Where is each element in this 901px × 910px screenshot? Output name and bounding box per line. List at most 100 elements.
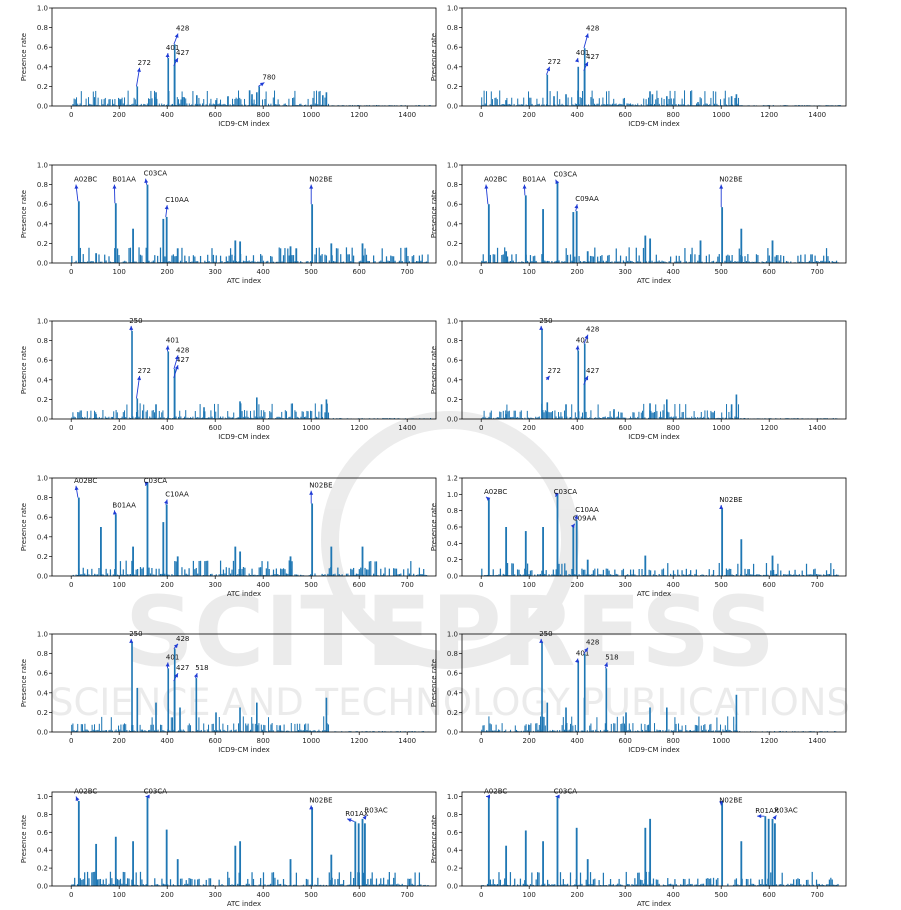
bar xyxy=(494,97,496,106)
bar xyxy=(667,104,669,106)
bar xyxy=(770,872,772,886)
bar xyxy=(616,104,618,106)
bar xyxy=(504,730,506,732)
bar xyxy=(79,878,82,886)
y-tick-label: 0.4 xyxy=(37,220,49,228)
bar xyxy=(400,247,402,263)
bar xyxy=(614,103,616,106)
bar xyxy=(169,730,171,732)
plot-frame xyxy=(461,7,847,107)
bar xyxy=(102,879,104,886)
bar-peak xyxy=(586,859,589,886)
bar xyxy=(512,563,514,576)
bar xyxy=(704,410,706,419)
bar xyxy=(750,574,752,576)
bar xyxy=(541,104,543,106)
bar xyxy=(590,410,592,419)
bar xyxy=(132,103,134,106)
bar xyxy=(281,411,283,419)
bar xyxy=(681,725,683,732)
bar xyxy=(104,884,106,886)
bar xyxy=(588,261,590,263)
bar xyxy=(808,884,810,886)
bar xyxy=(237,574,239,576)
bar xyxy=(534,255,536,263)
bar xyxy=(833,884,835,886)
bar xyxy=(708,729,710,732)
bar xyxy=(389,105,391,106)
bar xyxy=(300,103,302,106)
bar xyxy=(615,417,617,419)
bar xyxy=(758,574,760,576)
bar xyxy=(801,570,803,576)
bar xyxy=(385,418,387,419)
bar xyxy=(317,730,319,732)
annotation-label: 428 xyxy=(586,326,599,334)
bar xyxy=(79,410,81,419)
bar xyxy=(579,872,582,886)
bar xyxy=(596,717,598,732)
bar xyxy=(643,98,645,106)
annotation-label: N02BE xyxy=(719,176,742,184)
bar xyxy=(634,878,636,886)
bar xyxy=(188,256,190,263)
bar xyxy=(180,99,182,106)
chart-svg: 0.00.20.40.60.81.00 100 200 300 400 500 600 700… xyxy=(20,475,437,598)
bar xyxy=(83,417,85,419)
bar xyxy=(386,418,388,419)
annotation-arrowhead xyxy=(584,334,589,340)
bar xyxy=(116,574,119,576)
bar xyxy=(205,560,207,576)
bar xyxy=(574,103,576,106)
bar-peak xyxy=(100,527,102,576)
bar xyxy=(286,411,288,419)
bar xyxy=(140,729,142,732)
bar xyxy=(99,878,102,886)
bar xyxy=(811,871,813,886)
bar xyxy=(278,725,280,732)
bar xyxy=(615,573,617,576)
bar xyxy=(778,731,780,732)
bar xyxy=(82,567,84,576)
bar xyxy=(85,729,87,732)
bar xyxy=(222,416,224,419)
bar xyxy=(612,575,615,576)
bar-peak xyxy=(649,707,651,732)
bar xyxy=(627,574,629,576)
bar xyxy=(393,877,395,886)
bar xyxy=(484,417,486,419)
bar xyxy=(125,560,127,576)
bar xyxy=(100,730,102,732)
bar xyxy=(74,417,76,419)
bar xyxy=(349,731,351,732)
bar xyxy=(504,247,506,263)
bar xyxy=(295,574,298,576)
bar xyxy=(754,261,756,263)
bar xyxy=(252,878,255,886)
bar xyxy=(159,247,162,263)
bar xyxy=(328,103,330,106)
bar xyxy=(307,261,309,263)
bar xyxy=(690,418,692,419)
bar xyxy=(332,260,335,263)
bar xyxy=(227,575,229,576)
bar xyxy=(569,254,572,263)
bar xyxy=(737,884,739,886)
plot-frame xyxy=(51,320,437,420)
bar xyxy=(367,260,369,263)
bar xyxy=(601,574,603,576)
bar xyxy=(691,730,693,732)
bar-peak xyxy=(95,414,97,419)
bar xyxy=(121,730,123,732)
bar xyxy=(104,730,106,732)
bar xyxy=(680,260,682,263)
bar xyxy=(164,256,166,263)
bar xyxy=(674,879,676,886)
bar-peak xyxy=(195,678,198,732)
bar xyxy=(169,418,171,419)
bar xyxy=(296,105,298,106)
bar xyxy=(391,256,393,263)
bar xyxy=(552,884,554,886)
bar xyxy=(280,883,282,886)
bar xyxy=(356,105,358,106)
